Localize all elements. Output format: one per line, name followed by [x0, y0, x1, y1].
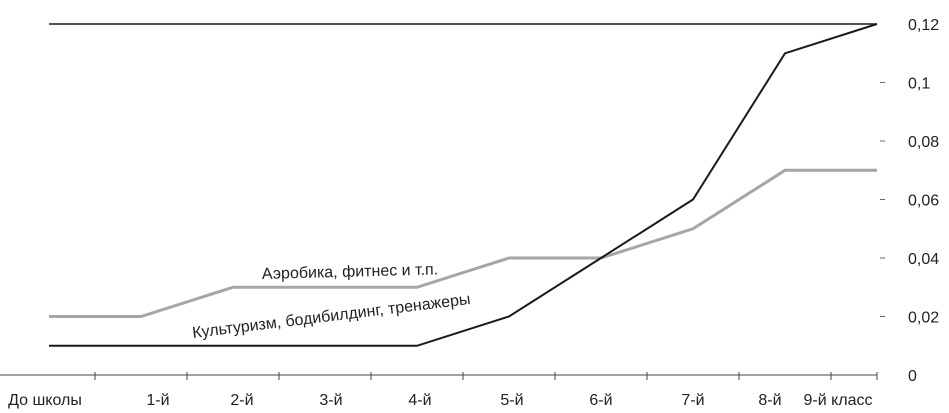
- x-tick-label: До школы: [8, 392, 82, 409]
- y-tick-label: 0,1: [908, 76, 930, 93]
- y-tick-label: 0,08: [908, 134, 939, 151]
- x-tick-label: 4-й: [408, 392, 431, 409]
- x-tick-label: 3-й: [319, 392, 342, 409]
- y-tick-label: 0,04: [908, 251, 939, 268]
- y-tick-label: 0,12: [908, 17, 939, 34]
- x-tick-label: 7-й: [681, 392, 704, 409]
- y-tick-label: 0,02: [908, 310, 939, 327]
- x-tick-label: 2-й: [230, 392, 253, 409]
- x-tick-label: 6-й: [589, 392, 612, 409]
- series-line-2: [49, 23, 878, 347]
- x-tick-label: 5-й: [500, 392, 523, 409]
- x-tick-label: 1-й: [146, 392, 169, 409]
- y-tick-label: 0,06: [908, 193, 939, 210]
- y-tick-label: 0: [908, 368, 917, 385]
- series-label-1: Аэробика, фитнес и т.п.: [262, 261, 439, 283]
- x-tick-label: 9-й класс: [803, 392, 872, 409]
- series-label-2: Культуризм, бодибилдинг, тренажеры: [191, 291, 471, 342]
- series-line-1: [49, 168, 877, 318]
- x-tick-label: 8-й: [758, 392, 781, 409]
